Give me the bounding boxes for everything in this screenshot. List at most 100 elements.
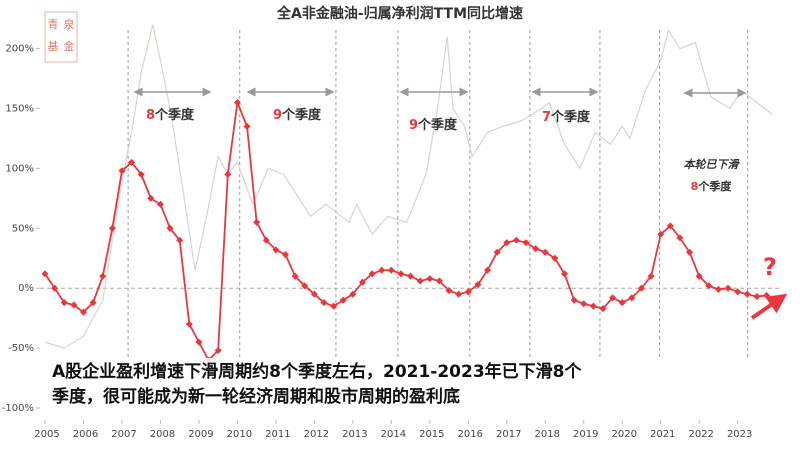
watermark-char: 泉 [64, 17, 75, 31]
point [60, 299, 68, 307]
point [474, 281, 482, 289]
point [397, 270, 405, 278]
caption-line: A股企业盈利增速下滑周期约8个季度左右，2021-2023年已下滑8个 [52, 361, 582, 382]
point [753, 293, 761, 301]
point [99, 272, 107, 280]
point [705, 282, 713, 290]
y-tick-label: 100% [5, 163, 34, 174]
point [310, 290, 318, 298]
cycle-text: 个季度 [154, 107, 195, 123]
x-tick-label: 2016 [458, 429, 483, 440]
watermark-char: 基 [48, 40, 59, 53]
point [224, 170, 232, 178]
point [272, 246, 280, 254]
point [435, 277, 443, 285]
series-line [44, 24, 773, 349]
cycle-num: 9 [409, 118, 418, 133]
x-tick-label: 2005 [34, 429, 59, 440]
point [407, 272, 415, 280]
point [339, 296, 347, 304]
y-tick-label: 50% [12, 223, 34, 234]
watermark-char: 青 [48, 18, 59, 31]
cycle-text: 个季度 [417, 117, 458, 133]
x-tick-label: 2011 [265, 429, 290, 440]
chart-title: 全A非金融油-归属净利润TTM同比增速 [276, 5, 523, 22]
x-tick-label: 2012 [304, 429, 329, 440]
point [368, 270, 376, 278]
point [176, 236, 184, 244]
x-tick-label: 2020 [611, 429, 636, 440]
point [762, 291, 771, 299]
point [118, 167, 126, 175]
point [522, 239, 530, 247]
point [416, 277, 424, 285]
point [156, 200, 164, 208]
y-tick-label: -50% [8, 343, 34, 354]
series-line [44, 98, 767, 362]
plot: 200% 150% 100% 50% 0% -50% -100% 2005 2006 2007 20… [2, 24, 780, 440]
point [358, 278, 367, 286]
point [445, 287, 453, 295]
question-mark: ? [763, 253, 777, 281]
point [714, 285, 722, 293]
point [281, 251, 290, 259]
point [618, 299, 626, 307]
watermark: 青泉基金 [44, 11, 78, 63]
point [743, 290, 751, 298]
point [637, 284, 646, 292]
point [695, 272, 703, 280]
point [320, 299, 328, 307]
caption-bg [48, 358, 738, 410]
point [628, 294, 636, 302]
y-tick-label: 0% [18, 283, 34, 294]
point [464, 288, 472, 296]
point [137, 170, 145, 178]
point [570, 296, 578, 304]
cycle-text: 个季度 [550, 109, 591, 125]
point [262, 236, 270, 244]
point [378, 266, 386, 274]
point [108, 224, 116, 232]
x-tick-label: 2017 [496, 429, 521, 440]
point [657, 230, 665, 238]
x-tick-label: 2007 [111, 429, 136, 440]
point [580, 300, 588, 308]
point [89, 299, 97, 307]
current-note: 本轮已下滑 [684, 158, 741, 171]
point [512, 236, 520, 244]
point [166, 224, 174, 232]
cycle-label: 8个季度 [146, 107, 195, 123]
point [484, 266, 492, 274]
point [426, 275, 434, 283]
x-tick-label: 2013 [342, 429, 367, 440]
point [493, 248, 501, 256]
point [734, 288, 742, 296]
point [676, 234, 684, 242]
x-tick-label: 2015 [419, 429, 444, 440]
x-tick-label: 2009 [188, 429, 213, 440]
point [147, 194, 155, 202]
point [560, 270, 569, 278]
y-tick-label: 200% [5, 44, 34, 55]
x-tick-label: 2008 [150, 429, 175, 440]
point [214, 346, 222, 355]
cycle-text: 个季度 [281, 107, 322, 123]
point [686, 248, 694, 256]
cycle-num: 9 [273, 108, 282, 123]
point [253, 218, 261, 226]
current-note-2: 8个季度 [691, 179, 733, 193]
point [503, 239, 511, 247]
y-tick-label: 150% [5, 103, 34, 114]
point [41, 270, 49, 278]
point [128, 158, 136, 166]
point [387, 266, 395, 274]
point [349, 290, 357, 298]
x-tick-label: 2014 [381, 429, 406, 440]
x-tick-label: 2023 [727, 429, 752, 440]
y-tick-label: -100% [2, 403, 34, 414]
point [79, 308, 88, 316]
point [243, 122, 251, 130]
watermark-frame [44, 11, 78, 63]
